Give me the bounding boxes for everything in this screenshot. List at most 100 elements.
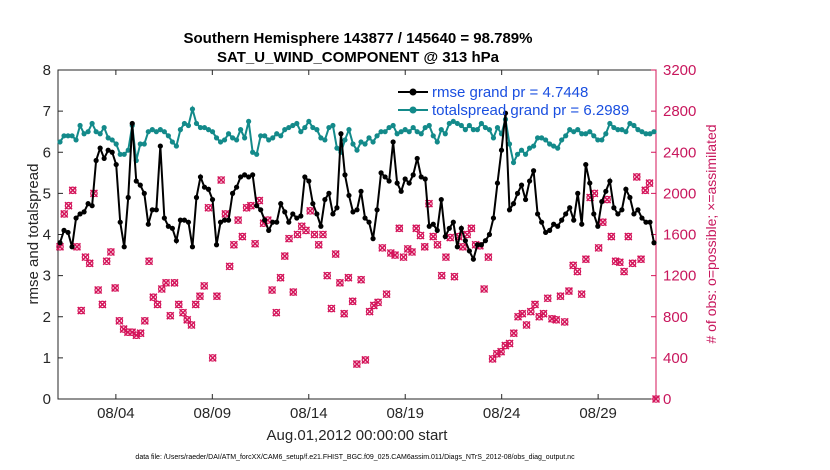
rmse-point bbox=[374, 207, 380, 213]
rmse-point bbox=[547, 227, 553, 233]
obs-possible-marker bbox=[573, 267, 582, 276]
totalspread-point bbox=[282, 127, 288, 133]
obs-possible-marker bbox=[145, 257, 153, 266]
totalspread-point bbox=[238, 127, 244, 133]
right-y-tick-label: 400 bbox=[663, 350, 688, 367]
obs-assimilated-marker bbox=[77, 306, 86, 315]
obs-possible-marker bbox=[340, 309, 348, 318]
rmse-point bbox=[526, 178, 533, 184]
rmse-point bbox=[246, 174, 252, 180]
totalspread-point bbox=[346, 127, 352, 133]
totalspread-point bbox=[97, 131, 103, 137]
obs-assimilated-marker bbox=[174, 300, 183, 309]
obs-assimilated-marker bbox=[268, 285, 277, 295]
rmse-point bbox=[185, 219, 192, 225]
totalspread-point bbox=[185, 122, 192, 129]
rmse-point bbox=[438, 196, 444, 203]
obs-possible-marker bbox=[170, 279, 179, 287]
totalspread-point bbox=[153, 129, 159, 135]
obs-possible-marker bbox=[285, 234, 293, 243]
totalspread-point bbox=[418, 131, 424, 137]
left-y-tick-label: 7 bbox=[43, 103, 51, 120]
obs-assimilated-marker bbox=[98, 300, 107, 309]
rmse-point bbox=[627, 194, 633, 201]
obs-possible-marker bbox=[628, 259, 637, 268]
obs-possible-marker bbox=[620, 267, 628, 276]
obs-possible-marker bbox=[225, 262, 234, 271]
obs-possible-marker bbox=[357, 275, 365, 284]
footnote: data file: /Users/raeder/DAI/ATM_forcXX/… bbox=[135, 454, 575, 461]
obs-possible-marker bbox=[289, 288, 298, 296]
chart-subtitle: SAT_U_WIND_COMPONENT @ 313 hPa bbox=[217, 49, 500, 66]
obs-assimilated-marker bbox=[564, 287, 573, 296]
rmse-point bbox=[137, 182, 143, 188]
obs-possible-marker bbox=[645, 179, 654, 187]
obs-possible-marker bbox=[166, 311, 175, 320]
totalspread-point bbox=[539, 135, 545, 141]
rmse-point bbox=[543, 229, 549, 236]
obs-assimilated-marker bbox=[323, 271, 332, 280]
obs-possible-marker bbox=[183, 316, 192, 324]
obs-assimilated-marker bbox=[200, 281, 209, 290]
obs-possible-marker bbox=[314, 240, 323, 249]
totalspread-point bbox=[607, 120, 613, 127]
rmse-point bbox=[458, 225, 464, 231]
rmse-point bbox=[85, 201, 91, 207]
obs-assimilated-marker bbox=[195, 292, 204, 301]
obs-assimilated-marker bbox=[437, 271, 446, 280]
obs-possible-marker bbox=[522, 321, 531, 329]
obs-assimilated-marker bbox=[573, 267, 582, 276]
obs-possible-marker bbox=[187, 321, 196, 329]
obs-possible-marker bbox=[153, 300, 162, 309]
obs-assimilated-marker bbox=[115, 316, 124, 325]
rmse-point bbox=[394, 180, 400, 186]
rmse-point bbox=[615, 211, 621, 217]
x-axis-label: Aug.01,2012 00:00:00 start bbox=[267, 427, 449, 444]
totalspread-point bbox=[250, 149, 256, 155]
totalspread-point bbox=[514, 151, 521, 157]
rmse-point bbox=[611, 205, 617, 211]
totalspread-point bbox=[474, 127, 481, 133]
obs-assimilated-marker bbox=[178, 308, 188, 317]
obs-possible-marker bbox=[565, 287, 573, 295]
obs-assimilated-marker bbox=[251, 239, 260, 248]
rmse-point bbox=[290, 211, 296, 217]
rmse-point bbox=[587, 180, 593, 186]
obs-assimilated-marker bbox=[225, 262, 234, 271]
obs-possible-marker bbox=[594, 244, 603, 252]
obs-possible-marker bbox=[238, 232, 247, 241]
obs-assimilated-marker bbox=[615, 258, 624, 267]
obs-possible-marker bbox=[374, 298, 382, 307]
totalspread-point bbox=[113, 141, 119, 147]
totalspread-point bbox=[165, 133, 171, 139]
rmse-point bbox=[109, 149, 115, 155]
obs-possible-marker bbox=[420, 243, 429, 251]
rmse-point bbox=[430, 221, 436, 227]
obs-possible-marker bbox=[531, 300, 539, 309]
obs-assimilated-marker bbox=[119, 325, 128, 334]
totalspread-point bbox=[402, 127, 408, 133]
rmse-point bbox=[631, 211, 637, 217]
obs-possible-marker bbox=[60, 210, 69, 218]
totalspread-point bbox=[121, 151, 127, 157]
rmse-point bbox=[567, 205, 573, 211]
rmse-point bbox=[619, 207, 625, 213]
obs-assimilated-marker bbox=[429, 232, 438, 241]
rmse-point bbox=[93, 157, 99, 164]
obs-possible-marker bbox=[327, 304, 336, 313]
rmse-point bbox=[238, 174, 244, 180]
obs-possible-marker bbox=[230, 240, 238, 249]
rmse-point bbox=[113, 161, 119, 168]
totalspread-point bbox=[105, 135, 111, 141]
totalspread-point bbox=[378, 129, 384, 135]
rmse-point bbox=[346, 192, 352, 199]
obs-assimilated-marker bbox=[378, 243, 387, 252]
totalspread-point bbox=[137, 141, 143, 147]
obs-possible-marker bbox=[433, 240, 442, 249]
totalspread-point bbox=[643, 131, 649, 137]
obs-possible-marker bbox=[365, 307, 374, 316]
obs-possible-marker bbox=[378, 244, 387, 252]
obs-assimilated-marker bbox=[361, 355, 370, 364]
rmse-point bbox=[502, 110, 509, 116]
